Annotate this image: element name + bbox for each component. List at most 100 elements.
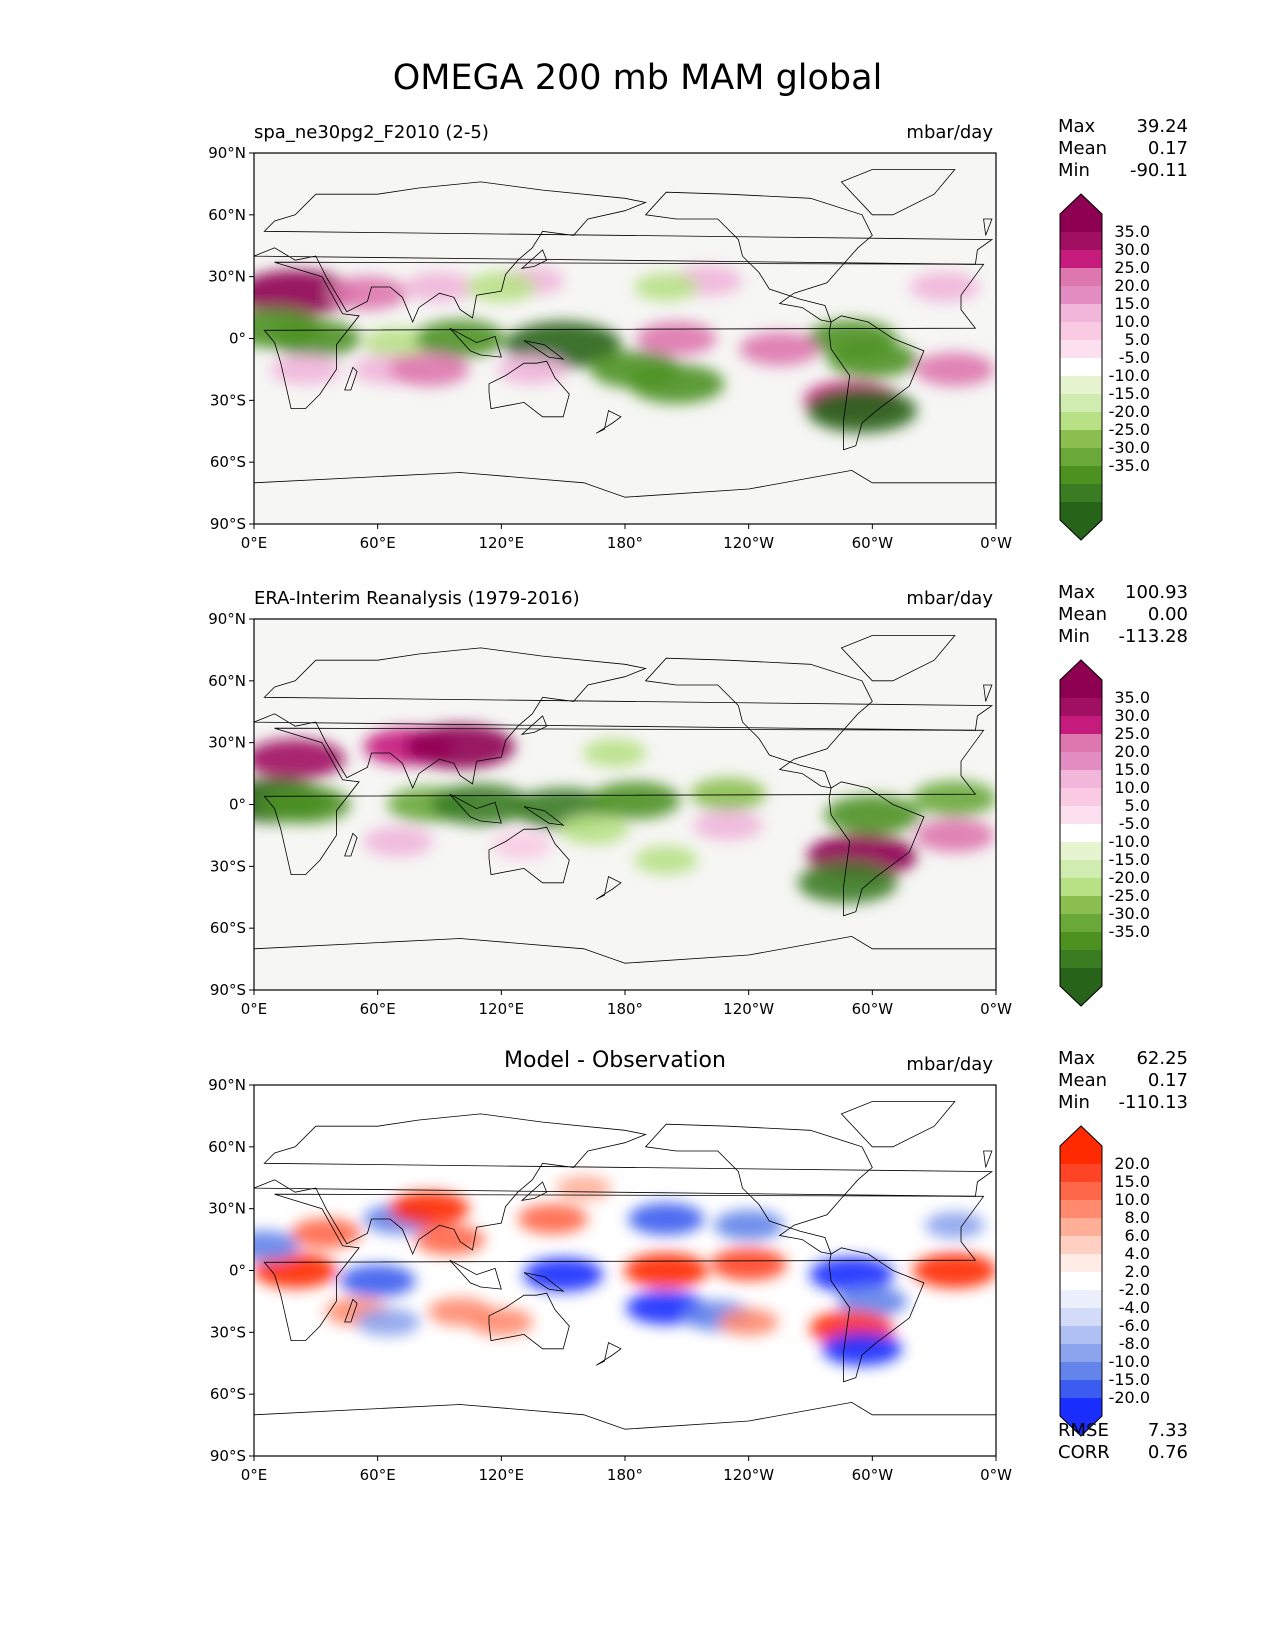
field-feature bbox=[254, 738, 346, 780]
colorbar-outline bbox=[1059, 1125, 1103, 1437]
colorbar-swatch bbox=[1060, 1236, 1102, 1255]
field-feature bbox=[809, 1256, 894, 1293]
y-tick-label: 30°S bbox=[210, 391, 246, 409]
colorbar-swatch bbox=[1060, 734, 1102, 753]
colorbar-swatch bbox=[1060, 788, 1102, 807]
colorbar-swatch bbox=[1060, 860, 1102, 879]
x-tick-label: 120°W bbox=[723, 534, 774, 552]
field-feature bbox=[924, 1211, 985, 1239]
field-feature bbox=[469, 1307, 534, 1337]
colorbar: 35.030.025.020.015.010.05.0-5.0-10.0-15.… bbox=[1059, 659, 1150, 1007]
coastline bbox=[344, 832, 358, 857]
colorbar-swatch bbox=[1060, 502, 1102, 521]
colorbar-extend-max bbox=[1060, 660, 1102, 680]
coastline bbox=[344, 1298, 358, 1323]
colorbar-swatch bbox=[1060, 680, 1102, 699]
field-layer bbox=[254, 265, 995, 433]
x-tick-label: 60°E bbox=[360, 534, 396, 552]
colorbar-swatch bbox=[1060, 842, 1102, 861]
x-tick-label: 60°E bbox=[360, 1000, 396, 1018]
colorbar-swatch bbox=[1060, 394, 1102, 413]
y-tick-label: 60°S bbox=[210, 1385, 246, 1403]
field-feature bbox=[837, 1286, 908, 1317]
coastline bbox=[523, 806, 565, 826]
stat-value: 0.17 bbox=[1147, 1070, 1188, 1091]
y-tick-label: 30°S bbox=[210, 857, 246, 875]
y-tick-label: 90°S bbox=[210, 515, 246, 533]
colorbar-swatch bbox=[1060, 698, 1102, 717]
y-tick-label: 90°S bbox=[210, 981, 246, 999]
colorbar-label: 10.0 bbox=[1114, 312, 1150, 331]
coastline bbox=[254, 181, 994, 324]
panel-obs-title: ERA-Interim Reanalysis (1979-2016) bbox=[254, 588, 580, 609]
field-feature bbox=[555, 1175, 612, 1201]
field-feature bbox=[827, 340, 918, 378]
colorbar-label: 35.0 bbox=[1114, 688, 1150, 707]
x-tick-label: 180° bbox=[607, 1466, 643, 1484]
colorbar-swatch bbox=[1060, 1272, 1102, 1291]
panel-model-title: spa_ne30pg2_F2010 (2-5) bbox=[254, 122, 489, 143]
field-feature bbox=[327, 276, 408, 311]
x-tick-label: 0°W bbox=[980, 1466, 1012, 1484]
colorbar-label: 15.0 bbox=[1114, 1172, 1150, 1191]
panel-obs-units: mbar/day bbox=[906, 588, 993, 609]
colorbar-label: 2.0 bbox=[1125, 1262, 1150, 1281]
field-feature bbox=[389, 1191, 470, 1226]
stat-value: 0.17 bbox=[1147, 138, 1188, 159]
colorbar-extend-max bbox=[1060, 194, 1102, 214]
field-feature bbox=[270, 354, 341, 385]
coastline bbox=[263, 261, 985, 409]
colorbar-swatch bbox=[1060, 1218, 1102, 1237]
stat-label: Min bbox=[1058, 626, 1090, 647]
stat-label: CORR bbox=[1058, 1442, 1110, 1463]
colorbar-swatch bbox=[1060, 1290, 1102, 1309]
field-layer bbox=[254, 724, 996, 904]
colorbar-label: 25.0 bbox=[1114, 724, 1150, 743]
colorbar-swatch bbox=[1060, 1398, 1102, 1417]
coastline bbox=[520, 715, 548, 736]
coastline bbox=[254, 469, 996, 524]
x-tick-label: 120°W bbox=[723, 1466, 774, 1484]
colorbar-swatch bbox=[1060, 1344, 1102, 1363]
field-feature bbox=[718, 1308, 779, 1336]
field-feature bbox=[797, 862, 898, 904]
colorbar-extend-min bbox=[1060, 1416, 1102, 1436]
colorbar-label: 8.0 bbox=[1125, 1208, 1150, 1227]
coastline bbox=[595, 410, 622, 434]
x-tick-label: 0°E bbox=[241, 1000, 268, 1018]
stat-value: -90.11 bbox=[1129, 160, 1188, 181]
y-tick-label: 90°S bbox=[210, 1447, 246, 1465]
coastline bbox=[449, 327, 502, 358]
colorbar-swatch bbox=[1060, 1182, 1102, 1201]
colorbar-label: -20.0 bbox=[1109, 1388, 1150, 1407]
stat-label: Mean bbox=[1058, 1070, 1108, 1091]
field-feature bbox=[628, 1202, 705, 1236]
coastline bbox=[344, 366, 358, 391]
colorbar-label: 10.0 bbox=[1114, 1190, 1150, 1209]
coastline bbox=[449, 1259, 502, 1290]
field-feature bbox=[634, 845, 699, 875]
colorbar-label: -15.0 bbox=[1109, 850, 1150, 869]
panel-diff-title: Model - Observation bbox=[504, 1048, 726, 1073]
field-feature bbox=[634, 272, 699, 302]
y-tick-label: 30°S bbox=[210, 1323, 246, 1341]
field-feature bbox=[693, 809, 764, 841]
colorbar-swatch bbox=[1060, 896, 1102, 915]
colorbar-swatch bbox=[1060, 932, 1102, 951]
colorbar-label: -20.0 bbox=[1109, 868, 1150, 887]
colorbar-extend-min bbox=[1060, 986, 1102, 1006]
field-feature bbox=[713, 1209, 784, 1241]
colorbar-label: -15.0 bbox=[1109, 384, 1150, 403]
panel-model: 0°E 60°E 120°E 180° 120°W 60°W 0°W 90°N 60°N 30°N… bbox=[208, 144, 1150, 552]
stat-label: Max bbox=[1058, 1048, 1096, 1069]
field-feature bbox=[415, 319, 506, 358]
panel-obs-stats: Max 100.93 Mean 0.00 Min -113.28 bbox=[1058, 582, 1188, 648]
colorbar-swatch bbox=[1060, 250, 1102, 269]
field-feature bbox=[414, 1224, 485, 1255]
field-feature bbox=[690, 777, 767, 811]
colorbar-label: -6.0 bbox=[1119, 1316, 1150, 1335]
coastline bbox=[595, 1342, 622, 1366]
coastline bbox=[520, 249, 548, 270]
colorbar-swatch bbox=[1060, 232, 1102, 251]
colorbar-label: 5.0 bbox=[1125, 330, 1150, 349]
